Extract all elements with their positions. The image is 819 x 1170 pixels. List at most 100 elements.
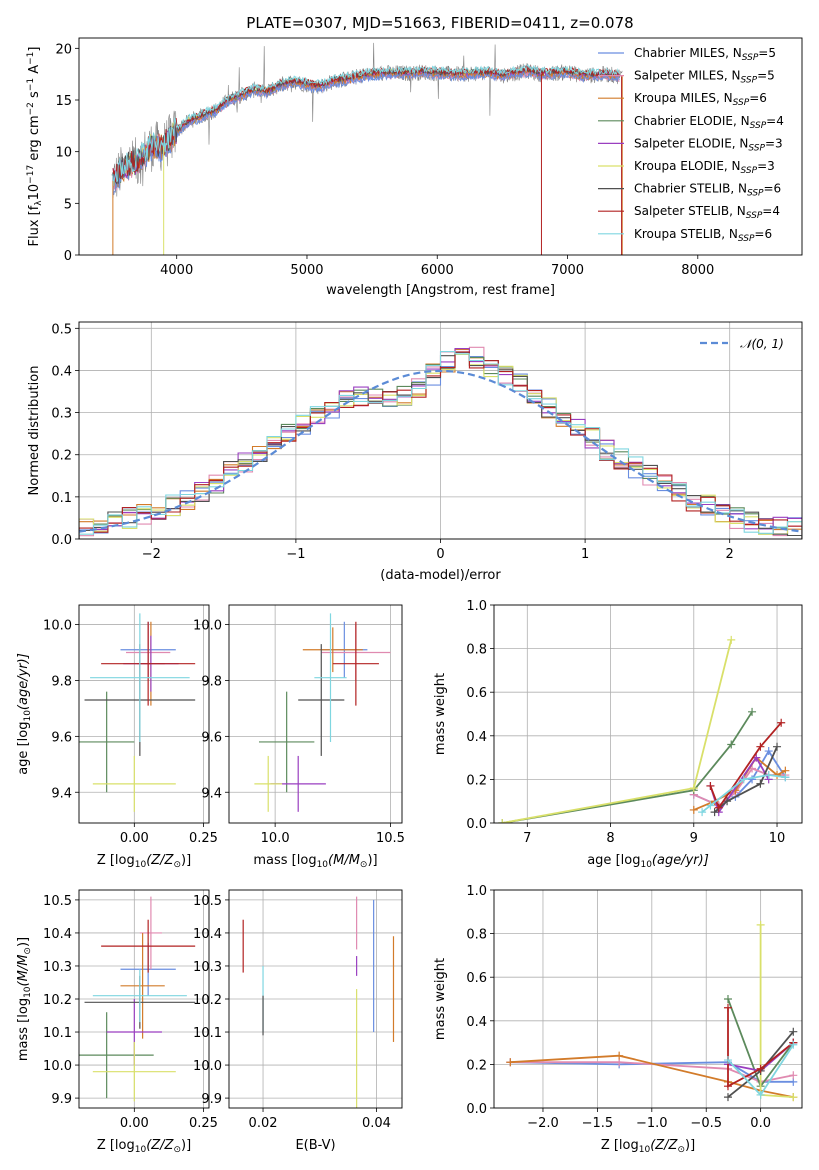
legend-sub: SSP bbox=[747, 189, 764, 199]
label-sub: 10 bbox=[639, 1145, 651, 1155]
model-spectrum-8 bbox=[112, 63, 620, 186]
legend-suffix: =5 bbox=[758, 46, 776, 60]
spectrum-x-label: wavelength [Angstrom, rest frame] bbox=[326, 283, 555, 298]
y-tick-label: 0.2 bbox=[466, 1058, 487, 1073]
weight-line-3 bbox=[502, 711, 753, 823]
legend-sub: SSP bbox=[746, 211, 763, 221]
x-tick-label: −1 bbox=[286, 547, 305, 562]
legend-name: Kroupa STELIB, N bbox=[634, 227, 738, 241]
x-axis-label: age [log10(age/yr)] bbox=[587, 853, 709, 870]
weight-line-7 bbox=[709, 722, 782, 810]
legend-name: Salpeter ELODIE, N bbox=[634, 136, 748, 150]
y-tick-label: 10.0 bbox=[43, 1059, 72, 1074]
y-axis-label: mass [log10(M/M⊙)] bbox=[16, 937, 33, 1061]
normal-curve bbox=[78, 369, 803, 533]
mass-vs-ebv-panel: 0.02 0.04 9.9 10.0 10.1 10.2 10.3 10.4 10.5 E(B-V… bbox=[193, 889, 403, 1153]
label-part: (M/M bbox=[328, 853, 360, 868]
label-part: mass [log bbox=[16, 998, 31, 1061]
age-vs-mass-panel: 10.0 10.5 9.4 9.6 9.8 10.0 mass [log10(M/M⊙)] bbox=[193, 604, 405, 870]
x-tick-label: −0.5 bbox=[690, 1116, 722, 1131]
y-tick-label: 9.6 bbox=[51, 730, 72, 745]
legend-sub: SSP bbox=[738, 234, 755, 244]
label-part: (Z/Z bbox=[146, 853, 174, 868]
label-sup: −17 bbox=[26, 165, 36, 184]
legend-suffix: =4 bbox=[762, 204, 780, 218]
legend-sub: SSP bbox=[741, 166, 758, 176]
label-part: Z [log bbox=[97, 853, 135, 868]
label-part: (M/M bbox=[16, 955, 31, 987]
axes-frame bbox=[493, 889, 803, 1109]
label-part: )] bbox=[16, 937, 31, 947]
weight-marker bbox=[739, 775, 748, 784]
y-tick-label: 9.8 bbox=[201, 674, 222, 689]
label-part: s bbox=[27, 91, 42, 102]
weight-marker bbox=[777, 718, 786, 727]
x-tick-label: 0.00 bbox=[120, 831, 149, 846]
legend-label-7: Salpeter STELIB, NSSP=4 bbox=[634, 204, 780, 221]
x-tick-label: 8000 bbox=[681, 263, 714, 278]
y-tick-label: 0.1 bbox=[51, 491, 72, 506]
spectrum-title: PLATE=0307, MJD=51663, FIBERID=0411, z=0… bbox=[246, 14, 633, 32]
label-sub: 10 bbox=[640, 860, 652, 870]
y-tick-label: 9.9 bbox=[201, 1092, 222, 1107]
legend-name: Salpeter MILES, N bbox=[634, 69, 741, 83]
label-part: (age/yr)] bbox=[652, 853, 709, 868]
spectrum-y-label: Flux [fλ10−17 erg cm−2 s−1 A−1] bbox=[26, 47, 44, 247]
x-tick-label: 5000 bbox=[290, 263, 323, 278]
legend-label-5: Kroupa ELODIE, NSSP=3 bbox=[634, 159, 775, 176]
y-tick-label: 0.4 bbox=[466, 730, 487, 745]
y-tick-label: 0.0 bbox=[51, 533, 72, 548]
y-tick-label: 9.6 bbox=[201, 730, 222, 745]
weight-marker bbox=[506, 1058, 515, 1067]
x-tick-label: −1.5 bbox=[582, 1116, 614, 1131]
y-tick-label: 10.0 bbox=[43, 619, 72, 634]
y-tick-label: 10.0 bbox=[193, 1059, 222, 1074]
legend-suffix: =6 bbox=[754, 227, 772, 241]
y-tick-label: 10.1 bbox=[43, 1026, 72, 1041]
histogram-x-label: (data-model)/error bbox=[380, 568, 501, 583]
y-tick-label: 9.9 bbox=[51, 1092, 72, 1107]
x-tick-label: 6000 bbox=[421, 263, 454, 278]
legend-normal-label: 𝒩(0, 1) bbox=[740, 337, 784, 351]
legend-suffix: =3 bbox=[765, 136, 783, 150]
y-tick-label: 10.3 bbox=[43, 960, 72, 975]
legend-sub: SSP bbox=[733, 98, 750, 108]
label-sub: 10 bbox=[135, 860, 147, 870]
model-spectrum-1 bbox=[112, 70, 620, 191]
label-part: )] bbox=[181, 853, 191, 868]
weight-marker bbox=[756, 779, 765, 788]
y-tick-label: 0.3 bbox=[51, 407, 72, 422]
weight-marker bbox=[764, 747, 773, 756]
legend-name: Chabrier STELIB, N bbox=[634, 182, 747, 196]
y-tick-label: 10.2 bbox=[193, 993, 222, 1008]
label-part: E(B-V) bbox=[295, 1138, 335, 1153]
y-tick-label: 0.2 bbox=[51, 449, 72, 464]
label-part: )] bbox=[685, 1138, 695, 1153]
y-tick-label: 10.1 bbox=[193, 1026, 222, 1041]
y-tick-label: 10.2 bbox=[43, 993, 72, 1008]
weight-line-6 bbox=[714, 746, 778, 813]
weight-marker bbox=[706, 801, 715, 810]
x-tick-label: 8 bbox=[606, 831, 614, 846]
x-tick-label: 0.25 bbox=[189, 1116, 218, 1131]
x-tick-label: −1.0 bbox=[636, 1116, 668, 1131]
y-tick-label: 0.5 bbox=[51, 322, 72, 337]
model-spectrum-0 bbox=[112, 70, 620, 196]
legend-sub: SSP bbox=[748, 143, 765, 153]
x-tick-label: 7000 bbox=[551, 263, 584, 278]
label-sub: ⊙ bbox=[677, 1145, 685, 1155]
y-tick-label: 10.4 bbox=[193, 927, 222, 942]
label-part: (Z/Z bbox=[650, 1138, 678, 1153]
weight-marker bbox=[748, 775, 757, 784]
y-tick-label: 0 bbox=[64, 249, 72, 264]
label-sub: ⊙ bbox=[173, 860, 181, 870]
label-sub: 10 bbox=[135, 1145, 147, 1155]
legend-suffix: =6 bbox=[749, 91, 767, 105]
histogram-y-label: Normed distribution bbox=[27, 366, 42, 496]
y-tick-label: 15 bbox=[55, 94, 72, 109]
label-sub: 10 bbox=[23, 710, 33, 722]
x-axis-label: E(B-V) bbox=[295, 1138, 335, 1153]
weight-marker bbox=[498, 819, 507, 823]
